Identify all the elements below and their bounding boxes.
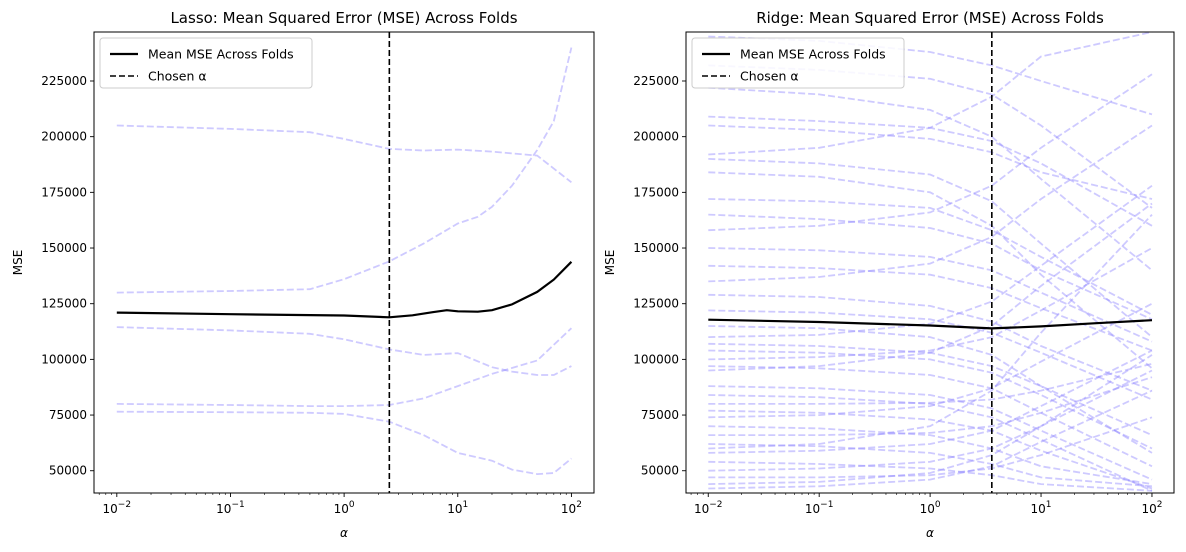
fold-mse-line-27 (708, 425, 1153, 485)
x-tick-label: 100 (334, 500, 355, 516)
y-tick-label: 125000 (633, 297, 679, 311)
fold-mse-line-6 (708, 32, 1153, 156)
fold-mse-line-38 (708, 325, 1153, 454)
fold-mse-line-15 (708, 293, 1153, 392)
fold-mse-line-36 (708, 213, 1153, 450)
y-tick-label: 50000 (641, 464, 679, 478)
y-tick-label: 175000 (41, 185, 87, 199)
plot-frame (93, 31, 595, 494)
fold-mse-line-35 (708, 389, 1153, 490)
legend-box (99, 37, 313, 89)
fold-mse-line-22 (708, 385, 1153, 481)
fold-mse-line-23 (708, 394, 1153, 492)
legend-label-chosen-alpha: Chosen α (740, 69, 799, 84)
fold-mse-line-12 (708, 247, 1153, 343)
fold-mse-line-8 (708, 171, 1153, 369)
fold-mse-line-32 (708, 369, 1153, 472)
legend-box (691, 37, 905, 89)
y-tick-label: 125000 (41, 297, 87, 311)
legend-label-mean: Mean MSE Across Folds (148, 47, 294, 62)
x-axis-label: α (340, 526, 348, 540)
mean-mse-line (116, 261, 573, 319)
x-tick-label: 10−1 (805, 500, 834, 516)
chart-panel-lasso: 10−2 10−1 100 101 102 50000 75000 100000 125000 1… (11, 9, 595, 540)
fold-mse-line-21 (708, 202, 1153, 372)
chart-title: Ridge: Mean Squared Error (MSE) Across F… (756, 9, 1104, 27)
x-axis: 10−2 10−1 100 101 102 (690, 493, 1162, 516)
fold-mse-line-17 (708, 184, 1153, 338)
fold-mse-line-31 (708, 460, 1153, 492)
fold-mse-line-4 (116, 327, 573, 408)
fold-mse-line-3 (708, 86, 1153, 271)
y-tick-label: 150000 (633, 241, 679, 255)
y-tick-label: 100000 (633, 352, 679, 366)
fold-mse-line-9 (708, 198, 1153, 316)
plot-area (116, 32, 573, 493)
y-tick-label: 75000 (641, 408, 679, 422)
x-axis: 10−2 10−1 100 101 102 (98, 493, 582, 516)
y-axis: 50000 75000 100000 125000 150000 175000 200000… (41, 74, 94, 478)
fold-mse-line-20 (708, 365, 1153, 468)
x-tick-label: 100 (920, 500, 941, 516)
fold-mse-line-4 (708, 115, 1153, 227)
chart-panel-ridge: 10−2 10−1 100 101 102 50000 75000 100000 125000 1… (603, 9, 1175, 540)
fold-mse-line-28 (708, 376, 1153, 437)
fold-mse-line-13 (708, 264, 1153, 352)
fold-mse-line-26 (708, 302, 1153, 419)
fold-mse-line-37 (708, 247, 1153, 361)
y-tick-label: 200000 (633, 130, 679, 144)
y-axis-label: MSE (603, 250, 617, 276)
fold-mse-line-5 (708, 124, 1153, 200)
fold-mse-line-14 (708, 124, 1153, 283)
fold-mse-line-2 (116, 47, 573, 294)
fold-mse-line-1 (116, 124, 572, 184)
fold-mse-line-25 (708, 409, 1153, 490)
fold-mse-line-33 (708, 416, 1153, 479)
x-tick-label: 101 (447, 500, 468, 516)
y-tick-label: 225000 (633, 74, 679, 88)
fold-mse-line-10 (708, 213, 1153, 321)
y-tick-label: 50000 (49, 464, 87, 478)
fold-mse-line-30 (708, 349, 1153, 454)
fold-mse-line-19 (708, 349, 1153, 450)
fold-mse-line-34 (708, 354, 1153, 485)
y-tick-label: 75000 (49, 408, 87, 422)
x-tick-label: 10−2 (694, 500, 723, 516)
x-tick-label: 102 (561, 500, 582, 516)
fold-mse-line-11 (708, 73, 1153, 232)
fold-mse-line-3 (116, 326, 572, 376)
y-tick-label: 150000 (41, 241, 87, 255)
y-tick-label: 225000 (41, 74, 87, 88)
y-axis: 50000 75000 100000 125000 150000 175000 200000… (633, 74, 686, 478)
fold-mse-line-5 (116, 410, 572, 476)
x-tick-label: 101 (1031, 500, 1052, 516)
fold-mse-line-7 (708, 158, 1153, 338)
x-tick-label: 10−1 (216, 500, 245, 516)
y-axis-label: MSE (11, 250, 25, 276)
x-tick-label: 10−2 (103, 500, 132, 516)
chart-title: Lasso: Mean Squared Error (MSE) Across F… (170, 9, 517, 27)
legend: Mean MSE Across Folds Chosen α (99, 37, 313, 89)
y-tick-label: 100000 (41, 352, 87, 366)
fold-mse-line-29 (708, 443, 1153, 488)
legend-label-mean: Mean MSE Across Folds (740, 47, 886, 62)
legend-label-chosen-alpha: Chosen α (148, 69, 207, 84)
y-tick-label: 200000 (41, 130, 87, 144)
x-tick-label: 102 (1141, 500, 1162, 516)
legend: Mean MSE Across Folds Chosen α (691, 37, 905, 89)
plot-area (708, 32, 1153, 493)
x-axis-label: α (926, 526, 934, 540)
y-tick-label: 175000 (633, 185, 679, 199)
fold-mse-line-18 (708, 342, 1153, 436)
mean-mse-line (708, 318, 1153, 330)
fold-mse-line-24 (708, 362, 1153, 405)
